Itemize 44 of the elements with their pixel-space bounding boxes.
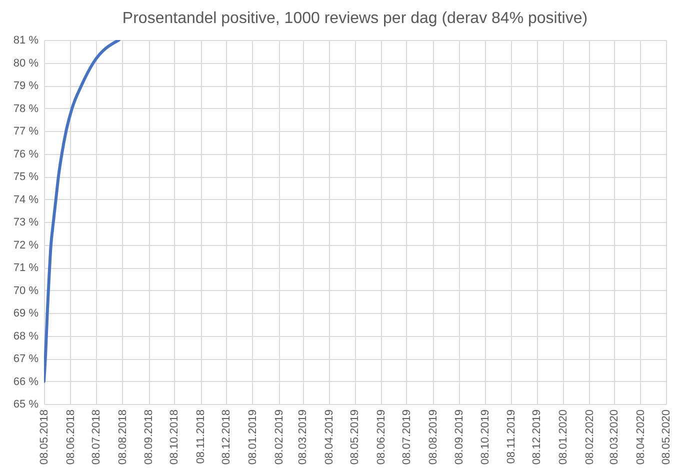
x-tick-label: 08.09.2018 <box>143 410 156 465</box>
x-tick-label: 08.04.2019 <box>324 410 336 465</box>
y-tick-label: 79 % <box>13 80 39 92</box>
y-tick-label: 81 % <box>13 34 39 46</box>
y-tick-label: 65 % <box>13 398 39 410</box>
y-tick-label: 73 % <box>13 216 39 228</box>
x-tick-label: 08.03.2020 <box>608 410 621 465</box>
y-tick-label: 66 % <box>13 376 39 388</box>
y-tick-label: 67 % <box>13 353 39 365</box>
x-tick-label: 08.12.2019 <box>531 410 544 465</box>
x-tick-label: 08.07.2019 <box>400 410 413 465</box>
x-tick-label: 08.08.2019 <box>427 410 440 465</box>
y-tick-label: 71 % <box>13 262 39 274</box>
x-tick-label: 08.11.2019 <box>506 410 518 464</box>
x-tick-label: 08.10.2018 <box>168 410 181 465</box>
y-tick-label: 69 % <box>13 308 39 320</box>
x-tick-label: 08.05.2019 <box>349 410 362 465</box>
y-tick-label: 70 % <box>13 284 39 297</box>
x-tick-label: 08.01.2019 <box>246 410 259 465</box>
x-tick-label: 08.06.2018 <box>64 410 77 465</box>
y-tick-label: 72 % <box>13 239 39 252</box>
x-tick-label: 08.02.2020 <box>584 410 596 465</box>
x-tick-label: 08.01.2020 <box>558 410 570 465</box>
x-tick-label: 08.05.2018 <box>38 410 50 465</box>
y-tick-label: 76 % <box>13 148 39 160</box>
x-tick-label: 08.10.2019 <box>479 410 492 465</box>
x-tick-label: 08.11.2018 <box>195 410 208 464</box>
y-tick-label: 68 % <box>13 330 39 342</box>
x-tick-label: 08.07.2018 <box>90 410 102 465</box>
line-series <box>44 40 120 383</box>
y-tick-label: 78 % <box>13 102 39 115</box>
y-tick-label: 77 % <box>13 126 39 138</box>
x-tick-label: 08.05.2020 <box>660 410 672 465</box>
y-tick-label: 80 % <box>13 57 39 70</box>
x-tick-label: 08.12.2018 <box>220 410 233 465</box>
x-tick-label: 08.03.2019 <box>297 410 310 465</box>
x-tick-label: 08.04.2020 <box>634 410 647 465</box>
x-tick-label: 08.02.2019 <box>273 410 286 465</box>
x-tick-label: 08.06.2019 <box>375 410 388 465</box>
y-tick-label: 74 % <box>13 194 39 206</box>
x-tick-label: 08.09.2019 <box>454 410 466 465</box>
y-tick-label: 75 % <box>13 171 39 183</box>
x-tick-label: 08.08.2018 <box>116 410 129 465</box>
chart-title: Prosentandel positive, 1000 reviews per dag (derav 84% positive) <box>122 10 588 27</box>
